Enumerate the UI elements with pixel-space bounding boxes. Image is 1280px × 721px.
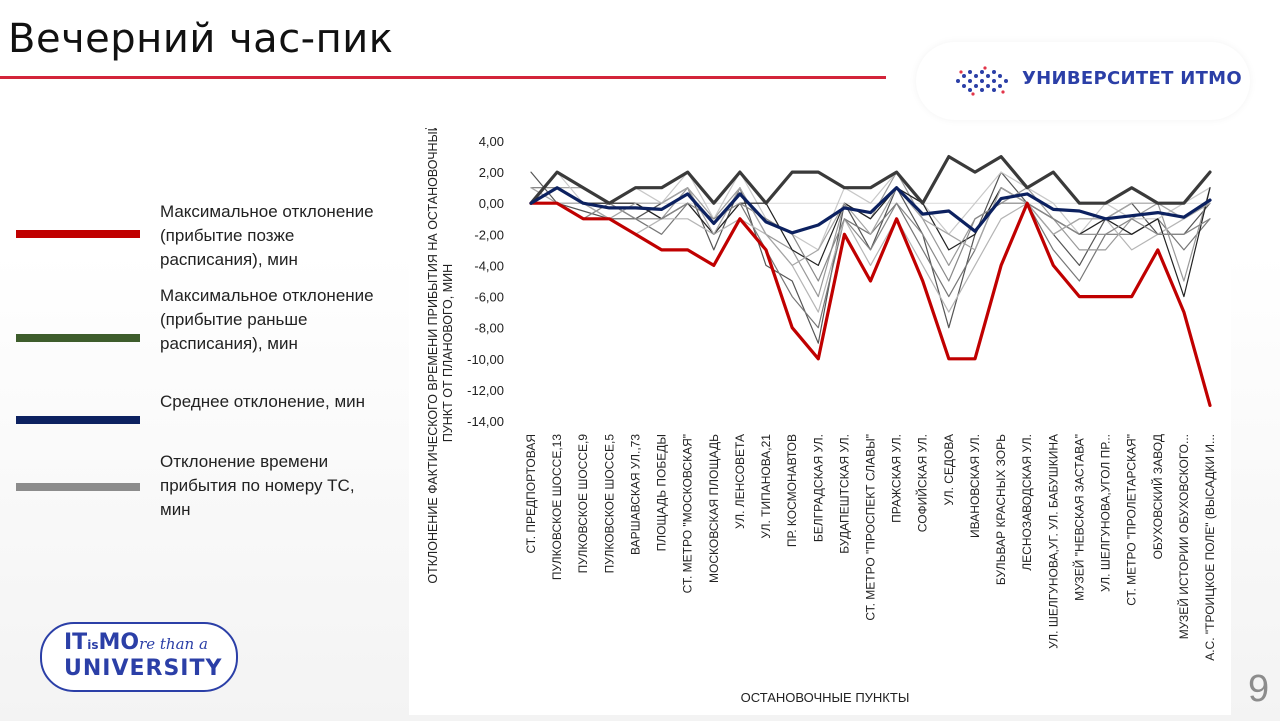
y-tick-label: 0,00 xyxy=(479,196,504,211)
y-axis-label: ОТКЛОНЕНИЕ ФАКТИЧЕСКОГО ВРЕМЕНИ ПРИБЫТИЯ… xyxy=(425,128,455,584)
x-category-label: МУЗЕЙ ИСТОРИИ ОБУХОВСКОГО... xyxy=(1176,434,1191,639)
x-category-label: БУЛЬВАР КРАСНЫХ ЗОРЬ xyxy=(994,434,1008,585)
legend-label-2: Максимальное отклонение (прибытие раньше… xyxy=(160,286,374,353)
x-category-label: ПУЛКОВСКОЕ ШОССЕ,9 xyxy=(576,434,590,574)
legend-swatch-4 xyxy=(16,483,140,491)
y-tick-label: -4,00 xyxy=(474,258,504,273)
series-line-max_late-0 xyxy=(529,201,1212,407)
x-category-label: ЛЕСНОЗАВОДСКАЯ УЛ. xyxy=(1020,434,1034,571)
slide-title: Вечерний час-пик xyxy=(8,16,394,62)
legend-swatch-1 xyxy=(16,230,140,238)
y-tick-label: -14,00 xyxy=(467,414,504,429)
x-category-label: МУЗЕЙ "НЕВСКАЯ ЗАСТАВА" xyxy=(1071,434,1086,601)
y-tick-label: 4,00 xyxy=(479,134,504,149)
y-tick-label: -2,00 xyxy=(474,227,504,242)
y-tick-label: 2,00 xyxy=(479,165,504,180)
y-tick-label: -8,00 xyxy=(474,321,504,336)
x-category-label: ОБУХОВСКИЙ ЗАВОД xyxy=(1150,434,1165,559)
chart-panel: 4,00 2,00 0,00 -2,00 -4,00 -6,00 -8,00 -10,00 -1… xyxy=(409,122,1231,715)
legend-label-4: Отклонение времени прибытия по номеру ТС… xyxy=(160,452,355,519)
x-category-label: СТ. МЕТРО "ПРОСПЕКТ СЛАВЫ" xyxy=(864,434,878,621)
x-category-label: МОСКОВСКАЯ ПЛОЩАДЬ xyxy=(707,434,721,583)
y-tick-label: -12,00 xyxy=(467,383,504,398)
itmo-dots-icon xyxy=(956,66,1008,96)
x-category-label: БУДАПЕШТСКАЯ УЛ. xyxy=(837,434,851,554)
x-category-label: ИВАНОВСКАЯ УЛ. xyxy=(968,434,982,538)
y-tick-label: -6,00 xyxy=(474,290,504,305)
x-category-label: СТ. МЕТРО "ПРОЛЕТАРСКАЯ" xyxy=(1125,434,1139,606)
itmo-logo xyxy=(916,42,1250,120)
y-axis-label-line: ОТКЛОНЕНИЕ ФАКТИЧЕСКОГО ВРЕМЕНИ ПРИБЫТИЯ… xyxy=(425,128,440,584)
x-category-label: ПР. КОСМОНАВТОВ xyxy=(785,434,799,547)
itmo-more-than-a-university-badge: ITisMOre than a UNIVERSITY xyxy=(40,622,238,692)
badge-line-2: UNIVERSITY xyxy=(64,656,223,681)
x-axis-label: ОСТАНОВОЧНЫЕ ПУНКТЫ xyxy=(741,690,910,705)
x-category-label: УЛ. ШЕЛГУНОВА,УГ. УЛ. БАБУШКИНА xyxy=(1046,434,1060,649)
x-category-label: ПЛОЩАДЬ ПОБЕДЫ xyxy=(655,434,669,551)
deviation-line-chart: 4,00 2,00 0,00 -2,00 -4,00 -6,00 -8,00 -10,00 -1… xyxy=(425,122,1217,705)
x-category-label: СТ. ПРЕДПОРТОВАЯ xyxy=(524,434,538,554)
x-category-label: БЕЛГРАДСКАЯ УЛ. xyxy=(811,434,825,542)
x-category-label: ПУЛКОВСКОЕ ШОССЕ,13 xyxy=(550,434,564,580)
legend-swatch-2 xyxy=(16,334,140,342)
y-axis-label-line: ПУНКТ ОТ ПЛАНОВОГО, МИН xyxy=(441,264,455,442)
series-line-vehicle-9 xyxy=(530,202,1211,282)
series-line-vehicle-10 xyxy=(530,187,1211,266)
legend-label-3: Среднее отклонение, мин xyxy=(160,392,366,411)
series-line-mean-2 xyxy=(529,186,1212,235)
x-category-label: УЛ. ШЕЛГУНОВА,УГОЛ ПР... xyxy=(1099,434,1113,592)
x-category-label: СОФИЙСКАЯ УЛ. xyxy=(915,434,930,532)
series-line-vehicle-7 xyxy=(530,171,1211,251)
x-category-label: ПУЛКОВСКОЕ ШОССЕ,5 xyxy=(602,434,616,574)
series-line-vehicle-3 xyxy=(530,171,1211,344)
legend-swatch-3 xyxy=(16,416,140,424)
x-category-label: УЛ. ЛЕНСОВЕТА xyxy=(733,434,747,529)
page-number: 9 xyxy=(1248,668,1270,710)
series-line-max_early-1 xyxy=(529,155,1212,205)
x-category-label: УЛ. ТИПАНОВА,21 xyxy=(759,434,773,539)
legend-label-1: Максимальное отклонение (прибытие позже … xyxy=(160,202,374,269)
x-category-label: УЛ. СЕДОВА xyxy=(942,434,956,506)
x-category-label: ПРАЖСКАЯ УЛ. xyxy=(890,434,904,523)
badge-line-1: ITisMOre than a xyxy=(64,630,208,655)
y-tick-label: -10,00 xyxy=(467,352,504,367)
x-category-label: СТ. МЕТРО "МОСКОВСКАЯ" xyxy=(681,434,695,593)
x-category-label: ВАРШАВСКАЯ УЛ.,73 xyxy=(629,434,643,555)
x-category-label: А.С. "ТРОИЦКОЕ ПОЛЕ" (ВЫСАДКИ И... xyxy=(1203,434,1217,661)
logo-text: УНИВЕРСИТЕТ ИТМО xyxy=(1022,68,1242,89)
title-underline xyxy=(0,76,886,79)
